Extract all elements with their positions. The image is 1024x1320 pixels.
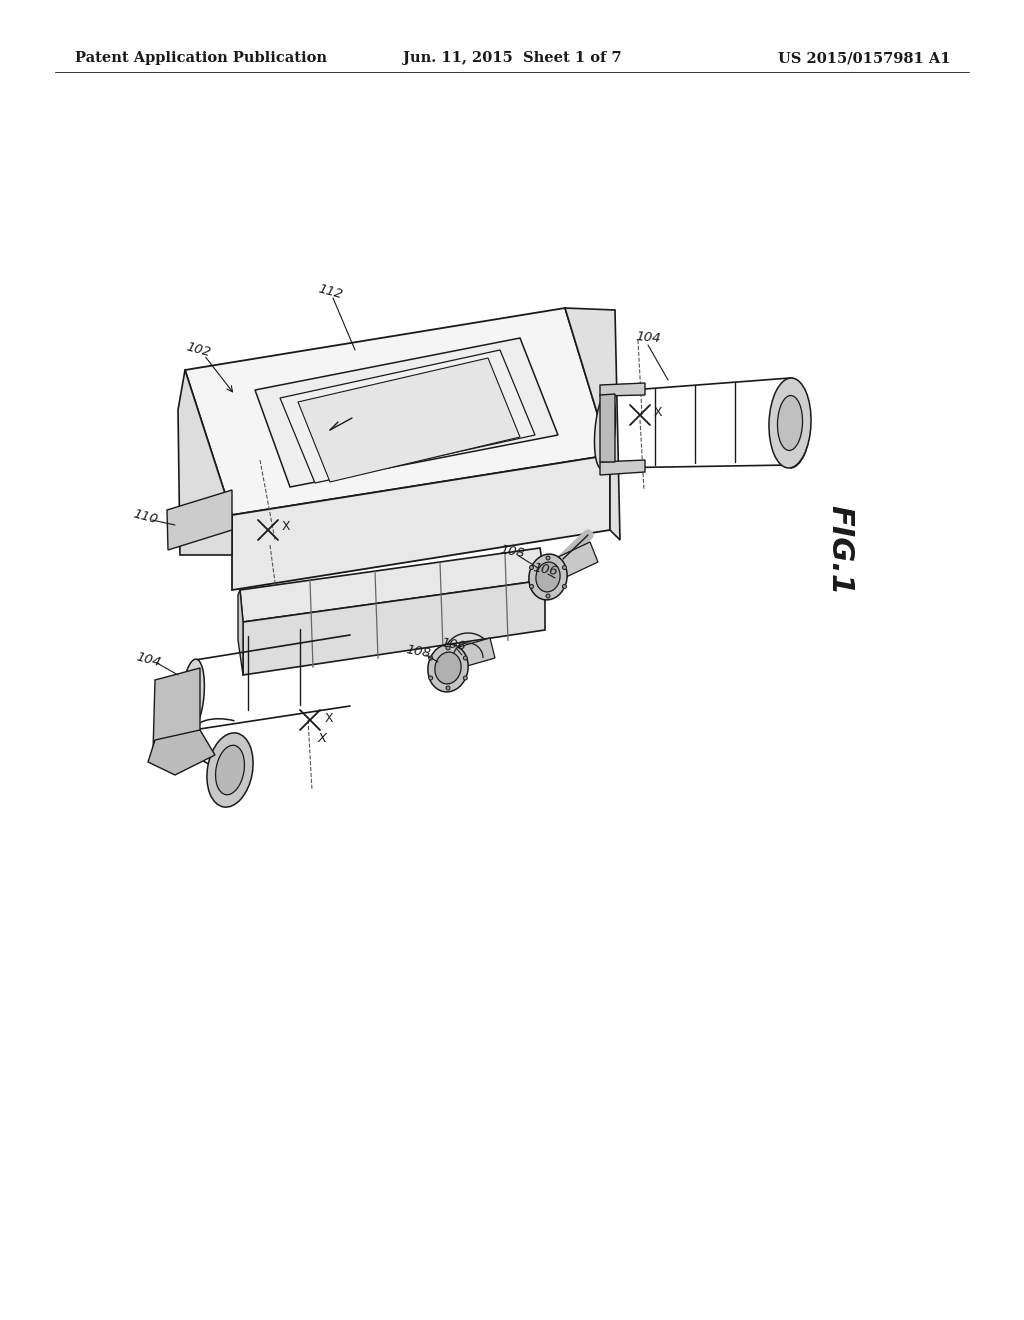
Ellipse shape <box>777 396 803 450</box>
Polygon shape <box>255 338 558 487</box>
Polygon shape <box>167 490 232 550</box>
Ellipse shape <box>536 562 560 591</box>
Text: 104: 104 <box>635 330 662 346</box>
Polygon shape <box>600 459 645 475</box>
Ellipse shape <box>529 565 534 569</box>
Polygon shape <box>238 590 243 675</box>
Text: 106: 106 <box>439 636 467 653</box>
Text: 104: 104 <box>134 651 162 669</box>
Polygon shape <box>243 579 545 675</box>
Text: 112: 112 <box>316 282 344 301</box>
Ellipse shape <box>562 585 566 589</box>
Text: 110: 110 <box>131 507 159 527</box>
Ellipse shape <box>429 676 433 680</box>
Polygon shape <box>185 308 610 515</box>
Text: X: X <box>282 520 291 533</box>
Ellipse shape <box>546 556 550 560</box>
Ellipse shape <box>207 733 253 807</box>
Text: 108: 108 <box>499 544 525 561</box>
Ellipse shape <box>215 746 245 795</box>
Text: X: X <box>325 711 334 725</box>
Ellipse shape <box>546 594 550 598</box>
Ellipse shape <box>181 659 205 731</box>
Text: US 2015/0157981 A1: US 2015/0157981 A1 <box>777 51 950 65</box>
Text: 102: 102 <box>184 341 212 359</box>
Polygon shape <box>455 638 495 668</box>
Polygon shape <box>240 548 545 622</box>
Text: FIG.1: FIG.1 <box>825 506 854 595</box>
Text: Patent Application Publication: Patent Application Publication <box>75 51 327 65</box>
Polygon shape <box>148 730 215 775</box>
Ellipse shape <box>528 554 567 599</box>
Text: X: X <box>317 731 327 744</box>
Text: Jun. 11, 2015  Sheet 1 of 7: Jun. 11, 2015 Sheet 1 of 7 <box>402 51 622 65</box>
Polygon shape <box>565 308 620 540</box>
Polygon shape <box>600 383 645 396</box>
Ellipse shape <box>463 676 467 680</box>
Ellipse shape <box>428 644 468 692</box>
Polygon shape <box>178 370 232 554</box>
Polygon shape <box>600 393 615 462</box>
Text: 106: 106 <box>531 561 558 578</box>
Ellipse shape <box>463 656 467 660</box>
Polygon shape <box>280 350 535 483</box>
Ellipse shape <box>435 652 461 684</box>
Text: 108: 108 <box>404 643 431 660</box>
Polygon shape <box>232 455 610 590</box>
Polygon shape <box>153 668 200 752</box>
Text: X: X <box>654 405 663 418</box>
Polygon shape <box>556 543 598 578</box>
Ellipse shape <box>429 656 433 660</box>
Ellipse shape <box>769 378 811 469</box>
Ellipse shape <box>446 686 450 690</box>
Polygon shape <box>298 358 520 482</box>
Ellipse shape <box>595 391 615 469</box>
Ellipse shape <box>562 565 566 569</box>
Ellipse shape <box>446 645 450 649</box>
Ellipse shape <box>529 585 534 589</box>
